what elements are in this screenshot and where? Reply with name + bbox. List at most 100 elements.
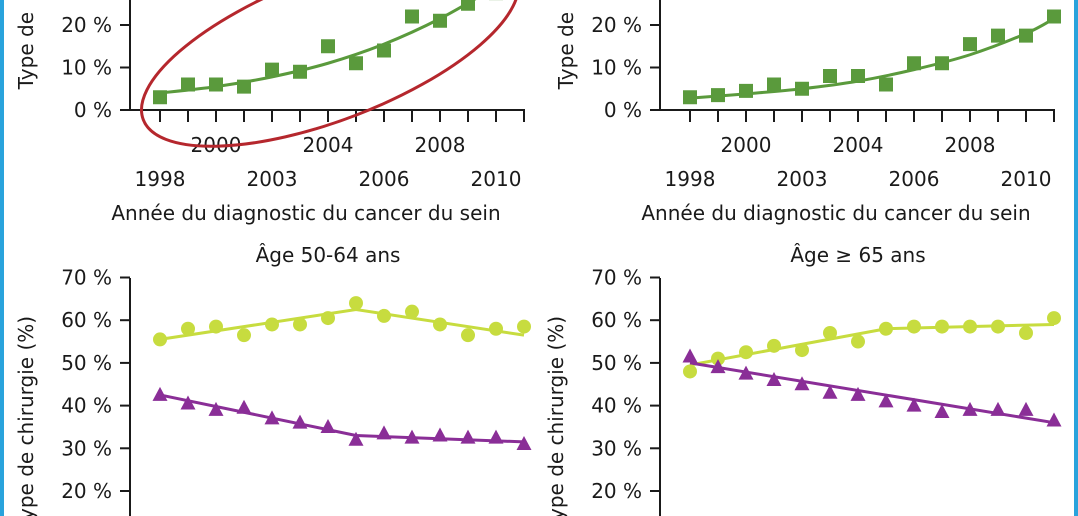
- p1-square-point-2000: [209, 77, 223, 92]
- panel1-xtick-bottom-0: 1998: [135, 167, 186, 191]
- p4-triangle-point-2010: [1018, 401, 1034, 416]
- p2-square-point-2006: [907, 56, 921, 71]
- panel1-xtick-top-2: 2008: [415, 133, 466, 157]
- p4-triangle-point-2000: [738, 365, 754, 380]
- panel2-xtick-bottom-2: 2006: [889, 167, 940, 191]
- p3-ytick-label-0: 20 %: [61, 479, 112, 503]
- panel-bottom-right: Âge ≥ 65 ans ype de chirurgie (%) 20 % 30…: [544, 243, 1062, 516]
- p1-square-point-2004: [321, 39, 335, 54]
- p3-circle-point-1998: [153, 332, 167, 347]
- p4-circle-point-2001: [767, 338, 781, 353]
- p1-square-point-2005: [349, 56, 363, 71]
- p4-triangle-point-2008: [962, 401, 978, 416]
- panel1-xtick-bottom-2: 2006: [359, 167, 410, 191]
- panel2-xtick-top-2: 2008: [945, 133, 996, 157]
- p3-triangle-point-2004: [320, 418, 336, 433]
- panel3-title: Âge 50-64 ans: [256, 243, 401, 267]
- p2-square-point-2009: [991, 28, 1005, 43]
- p1-square-point-2002: [265, 62, 279, 77]
- p3-triangle-point-2002: [264, 410, 280, 425]
- panel3-ylabel: ype de chirurgie (%): [14, 316, 38, 516]
- p1-square-point-2006: [377, 43, 391, 58]
- p4-circle-point-1999: [711, 351, 725, 366]
- p2-square-point-2003: [823, 69, 837, 83]
- p3-triangle-point-2008: [432, 427, 448, 442]
- panel-top-left: Type de 0 %10 %20 % 2000 2004 2008 1998 …: [14, 0, 525, 225]
- frame-right-edge: [1074, 0, 1078, 516]
- p4-circle-point-2000: [739, 345, 753, 360]
- p2-ytick-label-1: 10 %: [591, 56, 642, 80]
- p2-square-point-2004: [851, 69, 865, 83]
- p4-circle-point-2003: [823, 326, 837, 341]
- p3-triangle-point-2000: [208, 401, 224, 416]
- p4-triangle-point-2002: [794, 376, 810, 391]
- panel2-xtick-top-0: 2000: [721, 133, 772, 157]
- p1-ytick-label-1: 10 %: [61, 56, 112, 80]
- p3-ytick-label-5: 70 %: [61, 266, 112, 290]
- p4-triangle-point-2001: [766, 371, 782, 386]
- p1-square-point-2007: [405, 9, 419, 24]
- p4-circle-point-2009: [991, 319, 1005, 334]
- panel2-xtick-bottom-1: 2003: [777, 167, 828, 191]
- p4-triangle-point-1998: [682, 348, 698, 363]
- p4-circle-point-2011: [1047, 311, 1061, 326]
- p4-circle-point-2007: [935, 319, 949, 334]
- p1-ytick-label-0: 0 %: [74, 98, 112, 122]
- p4-circle-point-2002: [795, 343, 809, 358]
- p3-ytick-label-4: 60 %: [61, 308, 112, 332]
- p4-ytick-label-3: 50 %: [591, 351, 642, 375]
- p3-ytick-label-2: 40 %: [61, 394, 112, 418]
- p2-square-point-1999: [711, 88, 725, 103]
- p3-circle-point-2007: [405, 304, 419, 319]
- panel-bottom-left: Âge 50-64 ans ype de chirurgie (%) 20 % 3…: [14, 243, 532, 516]
- p3-triangle-point-2011: [516, 436, 532, 451]
- p2-square-point-2005: [879, 77, 893, 92]
- panel2-xtick-bottom-3: 2010: [1001, 167, 1052, 191]
- p3-circle-point-2006: [377, 308, 391, 323]
- p2-square-point-2010: [1019, 28, 1033, 43]
- p3-ytick-label-1: 30 %: [61, 436, 112, 460]
- p2-square-point-2011: [1047, 9, 1061, 24]
- p4-triangle-point-2003: [822, 384, 838, 399]
- p3-triangle-point-2007: [404, 429, 420, 444]
- highlight-ellipse: [140, 0, 520, 148]
- p3-circle-point-2009: [461, 328, 475, 343]
- p3-circle-point-2005: [349, 296, 363, 311]
- p4-circle-point-2004: [851, 334, 865, 349]
- p2-ytick-label-2: 20 %: [591, 13, 642, 37]
- p3-triangle-point-1998: [152, 386, 168, 401]
- p3-triangle-point-2009: [460, 429, 476, 444]
- p4-triangle-point-2011: [1046, 412, 1062, 427]
- panel-top-right: Type de 0 %10 %20 % 2000 2004 2008 1998 …: [554, 0, 1061, 225]
- panel4-title: Âge ≥ 65 ans: [790, 243, 925, 267]
- panel2-xtick-bottom-0: 1998: [665, 167, 716, 191]
- p3-triangle-point-2006: [376, 425, 392, 440]
- p3-circle-point-2002: [265, 317, 279, 332]
- p4-circle-point-2008: [963, 319, 977, 334]
- p2-square-point-2007: [935, 56, 949, 71]
- p3-circle-point-2003: [293, 317, 307, 332]
- p4-ytick-label-2: 40 %: [591, 394, 642, 418]
- p3-circle-point-1999: [181, 321, 195, 336]
- p2-square-point-1998: [683, 90, 697, 105]
- p3-circle-point-2004: [321, 311, 335, 326]
- p1-square-point-1998: [153, 90, 167, 105]
- panel1-xlabel: Année du diagnostic du cancer du sein: [111, 201, 500, 225]
- p4-circle-point-1998: [683, 364, 697, 379]
- p4-triangle-point-2006: [906, 397, 922, 412]
- panel1-xtick-bottom-1: 2003: [247, 167, 298, 191]
- p1-square-point-2008: [433, 13, 447, 28]
- p4-ytick-label-4: 60 %: [591, 308, 642, 332]
- p4-circle-point-2005: [879, 321, 893, 336]
- p2-square-point-2008: [963, 37, 977, 52]
- panel1-xtick-bottom-3: 2010: [471, 167, 522, 191]
- panel2-ylabel: Type de: [554, 12, 578, 90]
- p3-circle-point-2008: [433, 317, 447, 332]
- panel1-xtick-top-1: 2004: [303, 133, 354, 157]
- p2-square-point-2000: [739, 83, 753, 98]
- p3-triangle-point-2003: [292, 414, 308, 429]
- p3-circle-point-2011: [517, 319, 531, 334]
- p3-triangle-point-2005: [348, 431, 364, 446]
- p4-triangle-point-2005: [878, 393, 894, 408]
